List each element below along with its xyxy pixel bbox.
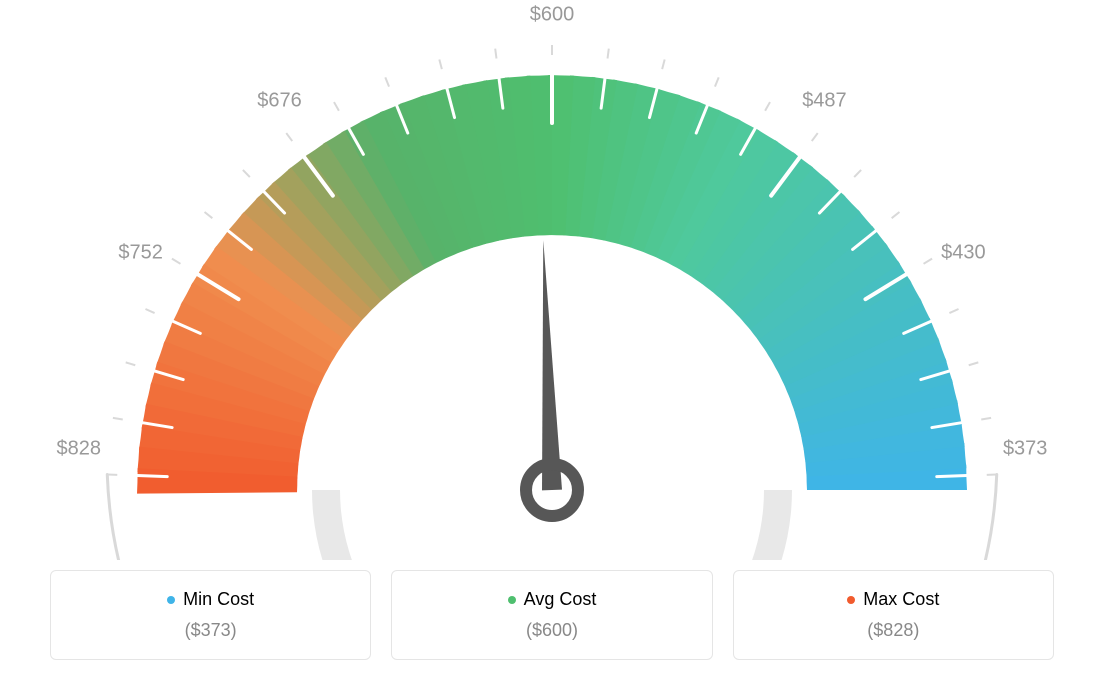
- legend-card-avg: Avg Cost ($600): [391, 570, 712, 660]
- gauge-tick-label: $373: [1003, 437, 1048, 460]
- legend-card-min: Min Cost ($373): [50, 570, 371, 660]
- legend-value-min: ($373): [63, 620, 358, 641]
- legend-label-min: Min Cost: [183, 589, 254, 610]
- legend-dot-min: [167, 596, 175, 604]
- cost-gauge-container: $373 $430 $487 $600 $676 $752 $828 Min Cost ($…: [0, 0, 1104, 690]
- gauge-tick-label: $430: [941, 241, 986, 264]
- legend-card-max: Max Cost ($828): [733, 570, 1054, 660]
- legend-value-max: ($828): [746, 620, 1041, 641]
- gauge-chart: $373 $430 $487 $600 $676 $752 $828: [0, 0, 1104, 560]
- gauge-tick-label: $828: [57, 437, 102, 460]
- legend-label-avg: Avg Cost: [524, 589, 597, 610]
- legend-dot-avg: [508, 596, 516, 604]
- gauge-tick-label: $487: [802, 89, 847, 112]
- gauge-tick-label: $676: [257, 89, 302, 112]
- legend-value-avg: ($600): [404, 620, 699, 641]
- legend-label-max: Max Cost: [863, 589, 939, 610]
- legend-title-max: Max Cost: [746, 589, 1041, 610]
- gauge-tick-label: $752: [118, 241, 163, 264]
- legend-row: Min Cost ($373) Avg Cost ($600) Max Cost…: [50, 570, 1054, 660]
- legend-dot-max: [847, 596, 855, 604]
- legend-title-avg: Avg Cost: [404, 589, 699, 610]
- gauge-tick-label: $600: [530, 4, 575, 27]
- legend-title-min: Min Cost: [63, 589, 358, 610]
